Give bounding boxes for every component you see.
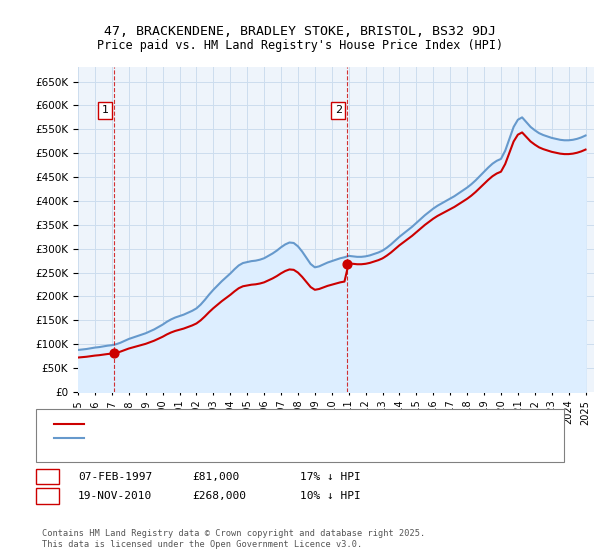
Point	[109, 349, 118, 358]
Text: 07-FEB-1997: 07-FEB-1997	[78, 472, 152, 482]
Point	[342, 259, 352, 268]
Text: 2: 2	[335, 105, 342, 115]
Text: 10% ↓ HPI: 10% ↓ HPI	[300, 491, 361, 501]
Text: Contains HM Land Registry data © Crown copyright and database right 2025.
This d: Contains HM Land Registry data © Crown c…	[42, 529, 425, 549]
Text: 19-NOV-2010: 19-NOV-2010	[78, 491, 152, 501]
Text: £268,000: £268,000	[192, 491, 246, 501]
Text: 47, BRACKENDENE, BRADLEY STOKE, BRISTOL, BS32 9DJ (detached house): 47, BRACKENDENE, BRADLEY STOKE, BRISTOL,…	[93, 419, 489, 429]
Text: 1: 1	[101, 105, 109, 115]
Text: £81,000: £81,000	[192, 472, 239, 482]
Text: 47, BRACKENDENE, BRADLEY STOKE, BRISTOL, BS32 9DJ: 47, BRACKENDENE, BRADLEY STOKE, BRISTOL,…	[104, 25, 496, 38]
Text: 2: 2	[44, 491, 51, 501]
Text: Price paid vs. HM Land Registry's House Price Index (HPI): Price paid vs. HM Land Registry's House …	[97, 39, 503, 52]
Text: HPI: Average price, detached house, South Gloucestershire: HPI: Average price, detached house, Sout…	[93, 433, 435, 443]
Text: 17% ↓ HPI: 17% ↓ HPI	[300, 472, 361, 482]
Text: 1: 1	[44, 472, 51, 482]
